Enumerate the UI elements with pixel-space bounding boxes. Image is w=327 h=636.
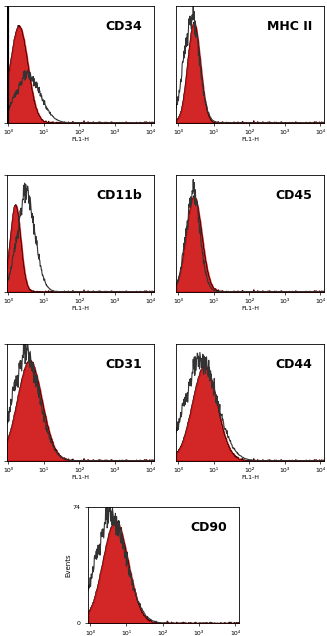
- Text: MHC II: MHC II: [267, 20, 312, 33]
- Text: CD11b: CD11b: [96, 190, 142, 202]
- Text: CD31: CD31: [106, 358, 142, 371]
- X-axis label: FL1-H: FL1-H: [71, 137, 89, 142]
- X-axis label: FL1-H: FL1-H: [71, 474, 89, 480]
- X-axis label: FL1-H: FL1-H: [241, 306, 259, 311]
- Y-axis label: Events: Events: [65, 553, 71, 577]
- Text: CD34: CD34: [106, 20, 142, 33]
- X-axis label: FL1-H: FL1-H: [241, 474, 259, 480]
- Text: CD44: CD44: [275, 358, 312, 371]
- X-axis label: FL1-H: FL1-H: [71, 306, 89, 311]
- Text: CD45: CD45: [275, 190, 312, 202]
- X-axis label: FL1-H: FL1-H: [241, 137, 259, 142]
- Text: CD90: CD90: [190, 521, 227, 534]
